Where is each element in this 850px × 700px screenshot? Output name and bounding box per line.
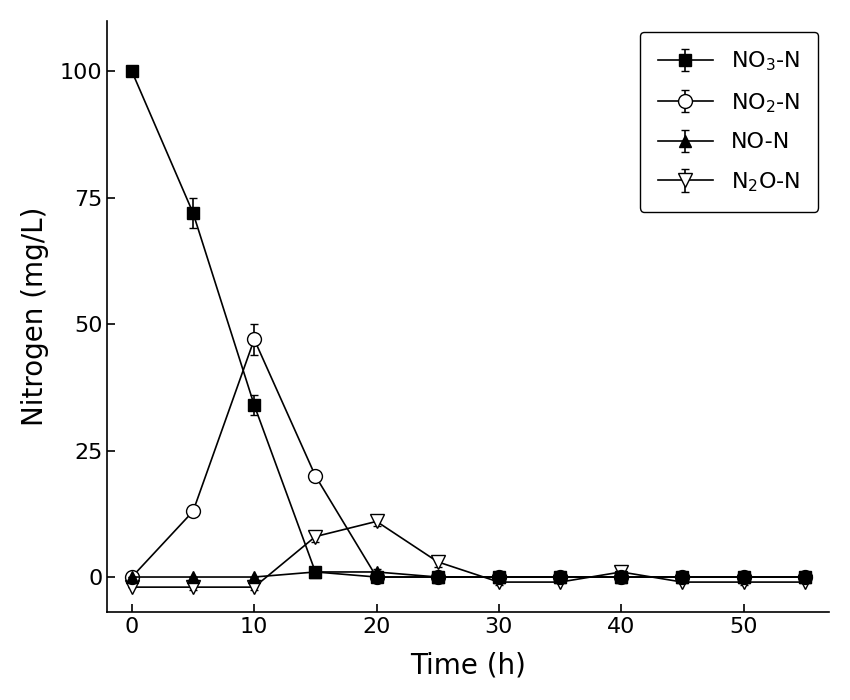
Legend: NO$_3$-N, NO$_2$-N, NO-N, N$_2$O-N: NO$_3$-N, NO$_2$-N, NO-N, N$_2$O-N bbox=[640, 32, 818, 211]
X-axis label: Time (h): Time (h) bbox=[411, 651, 526, 679]
Y-axis label: Nitrogen (mg/L): Nitrogen (mg/L) bbox=[21, 207, 48, 426]
